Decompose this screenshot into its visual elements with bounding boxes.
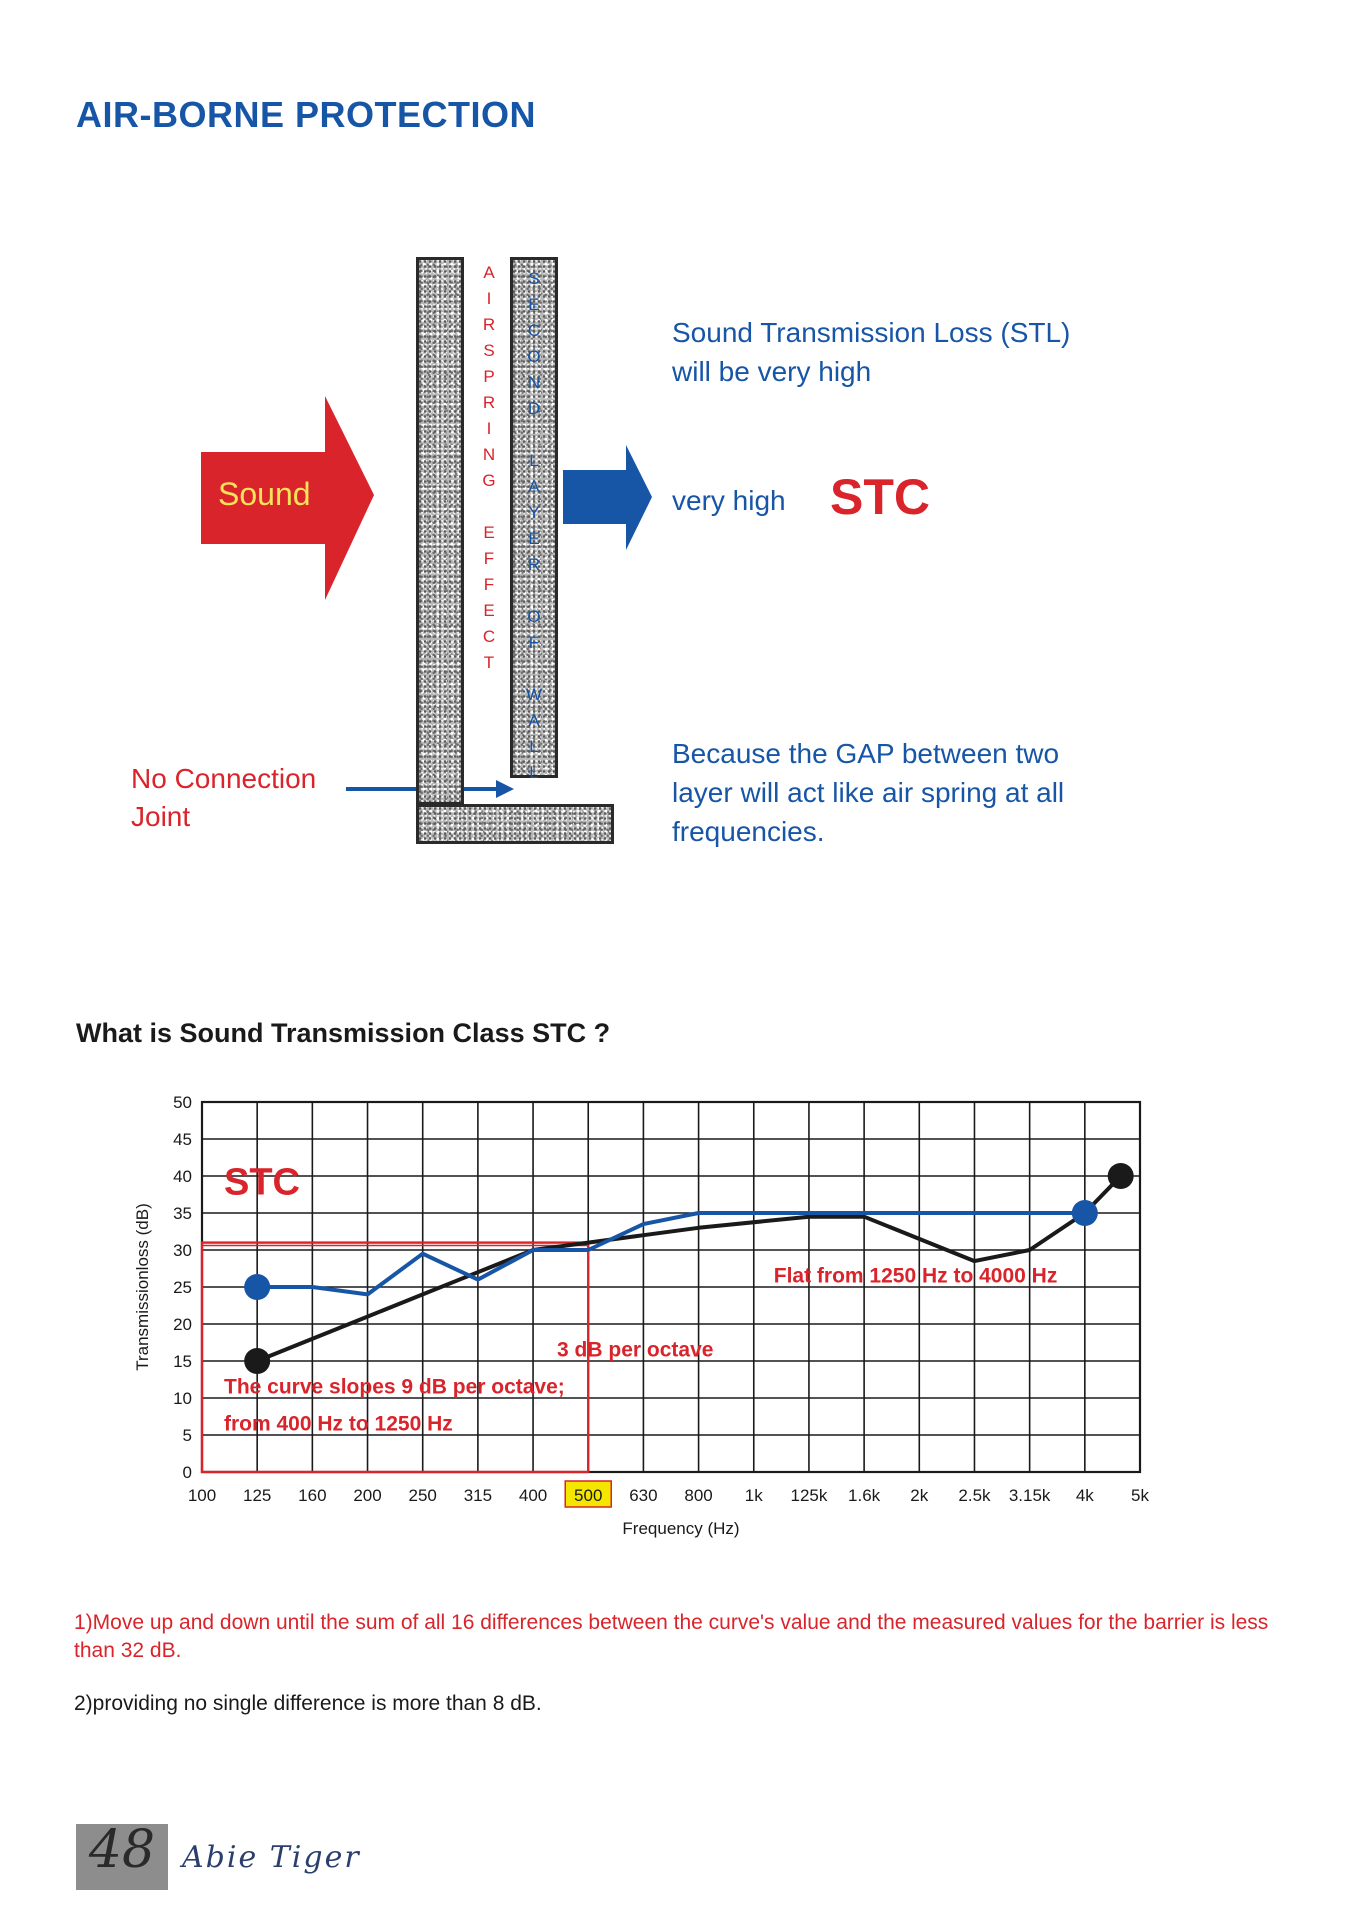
airspring-letter: P (483, 367, 495, 386)
airspring-letter: E (483, 523, 495, 542)
series-marker (244, 1348, 271, 1374)
stl-text: Sound Transmission Loss (STL) will be ve… (672, 317, 1071, 387)
x-tick-label: 630 (629, 1486, 657, 1505)
page-title: AIR-BORNE PROTECTION (76, 94, 536, 135)
second-layer-letter: L (529, 451, 539, 470)
no-connection-label: No Connection Joint (131, 763, 317, 832)
second-layer-letter: N (527, 373, 541, 392)
second-layer-letter: C (527, 321, 541, 340)
x-tick-label: 100 (188, 1486, 216, 1505)
airspring-letter: N (482, 445, 496, 464)
x-tick-label: 200 (353, 1486, 381, 1505)
section-heading: What is Sound Transmission Class STC ? (76, 1018, 611, 1048)
series-line (257, 1211, 1085, 1297)
second-layer-letter: A (528, 711, 540, 730)
second-layer-letter: A (528, 477, 540, 496)
y-tick-label: 20 (173, 1315, 192, 1334)
y-tick-label: 30 (173, 1241, 192, 1260)
x-tick-label: 800 (684, 1486, 712, 1505)
airspring-letter: R (482, 393, 496, 412)
second-layer-letter: D (527, 399, 541, 418)
y-tick-label: 10 (173, 1389, 192, 1408)
x-tick-label: 250 (409, 1486, 437, 1505)
second-wall-layer (510, 257, 558, 778)
second-layer-letter: L (529, 763, 539, 782)
x-tick-label: 2.5k (958, 1486, 991, 1505)
page-number-box (76, 1824, 168, 1890)
gap-explanation: Because the GAP between two layer will a… (672, 738, 1065, 847)
second-layer-letter: O (527, 607, 541, 626)
second-layer-letter: E (528, 529, 540, 548)
x-tick-label: 5k (1131, 1486, 1149, 1505)
y-tick-label: 5 (183, 1426, 192, 1445)
very-high-text: very high (672, 485, 786, 516)
second-layer-letter: E (528, 295, 540, 314)
brand-signature: Abie Tiger (182, 1840, 361, 1875)
y-tick-label: 45 (173, 1130, 192, 1149)
stc-chart: 0 5 10 15 20 25 30 35 40 45 50 100 125 160 200 250 315 40… (133, 1093, 1149, 1538)
x-tick-label: 160 (298, 1486, 326, 1505)
x-tick-label: 500 (574, 1486, 602, 1505)
stc-label: STC (830, 469, 930, 525)
x-tick-label: 400 (519, 1486, 547, 1505)
page-number: 48 (88, 1820, 156, 1880)
first-wall-layer (416, 257, 464, 805)
sound-label: Sound (218, 476, 311, 512)
x-axis-title: Frequency (Hz) (622, 1519, 739, 1538)
second-layer-letter: R (527, 555, 541, 574)
annotation-slope-9-line1: The curve slopes 9 dB per octave; (224, 1376, 565, 1399)
reference-region (200, 1241, 590, 1474)
note-2: 2)providing no single difference is more… (74, 1692, 542, 1715)
y-tick-label: 15 (173, 1352, 192, 1371)
annotation-flat: Flat from 1250 Hz to 4000 Hz (774, 1265, 1058, 1288)
series-marker (1107, 1163, 1134, 1189)
outgoing-arrow (563, 445, 652, 550)
y-tick-label: 40 (173, 1167, 192, 1186)
sound-arrow (201, 396, 374, 600)
series-marker (1071, 1200, 1098, 1226)
y-tick-label: 25 (173, 1278, 192, 1297)
airspring-letter: F (483, 575, 495, 594)
second-layer-letter: S (528, 269, 540, 288)
airspring-letter: C (482, 627, 496, 646)
airspring-letter: F (483, 549, 495, 568)
floor-slab (416, 804, 614, 844)
y-tick-label: 35 (173, 1204, 192, 1223)
no-connection-arrow-head (496, 780, 514, 798)
second-layer-letter: W (525, 685, 543, 704)
airspring-letter: I (486, 289, 492, 308)
annotation-slope-3: 3 dB per octave (557, 1339, 713, 1362)
second-layer-letter: Y (528, 503, 540, 522)
series-marker (244, 1274, 271, 1300)
annotation-slope-9-line2: from 400 Hz to 1250 Hz (224, 1413, 453, 1436)
x-tick-label: 1.6k (848, 1486, 881, 1505)
airspring-letter: S (483, 341, 495, 360)
airspring-letter: I (486, 419, 492, 438)
airspring-letter: G (482, 471, 496, 490)
airspring-letter: R (482, 315, 496, 334)
airspring-letter: E (483, 601, 495, 620)
highlight-box (564, 1480, 612, 1508)
second-layer-letter: L (529, 737, 539, 756)
y-axis-title: Transmissionloss (dB) (133, 1203, 152, 1371)
airspring-letter: T (483, 653, 495, 672)
note-1: 1)Move up and down until the sum of all … (74, 1611, 1269, 1662)
x-tick-label: 315 (464, 1486, 492, 1505)
x-tick-label: 4k (1076, 1486, 1094, 1505)
second-layer-letter: F (528, 633, 540, 652)
x-tick-label: 2k (910, 1486, 928, 1505)
x-tick-label: 3.15k (1009, 1486, 1051, 1505)
chart-stc-label: STC (224, 1162, 300, 1204)
x-tick-label: 1k (745, 1486, 763, 1505)
x-tick-label: 125 (243, 1486, 271, 1505)
second-layer-letter: O (527, 347, 541, 366)
x-tick-label: 125k (791, 1486, 828, 1505)
y-tick-label: 0 (183, 1463, 192, 1482)
airspring-letter: A (483, 263, 495, 282)
y-tick-label: 50 (173, 1093, 192, 1112)
series-line (256, 1174, 1123, 1363)
